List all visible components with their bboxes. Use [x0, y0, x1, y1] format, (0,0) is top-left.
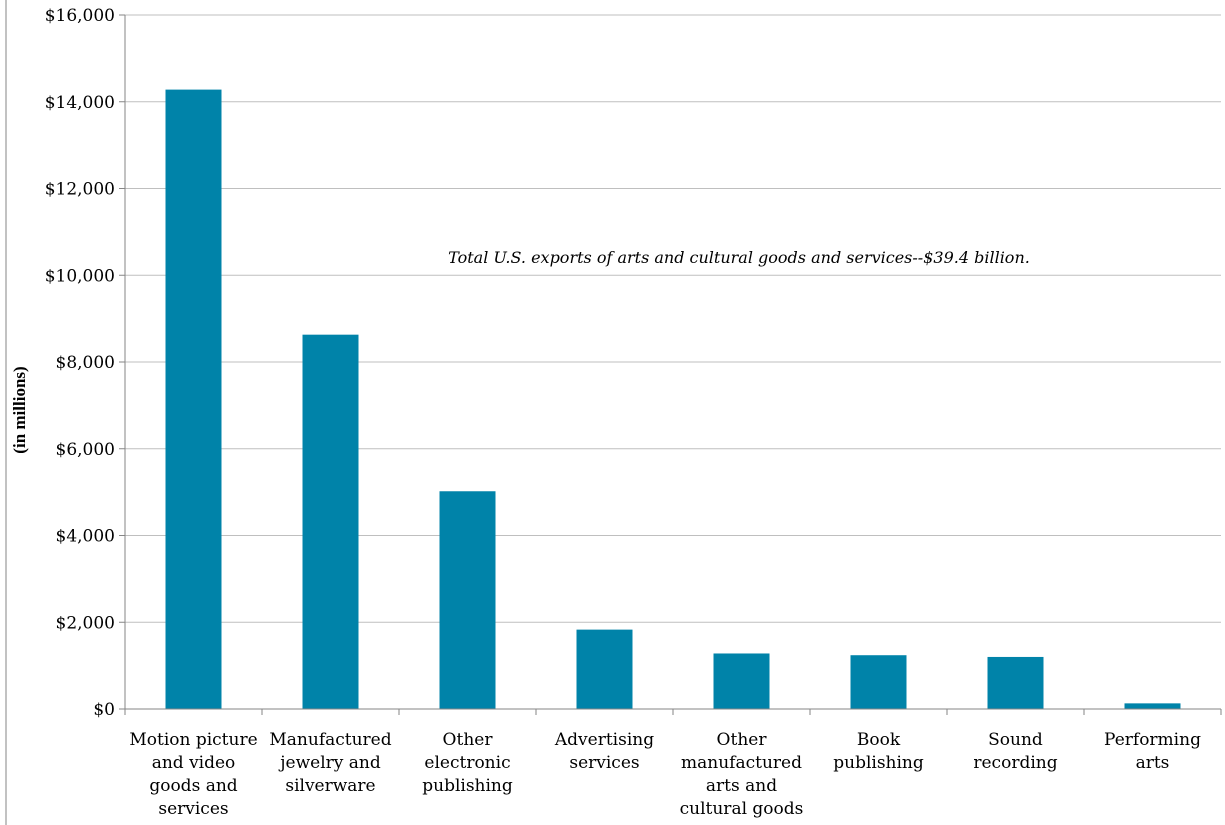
- bar: [850, 655, 907, 709]
- y-tick-label: $6,000: [56, 440, 115, 460]
- y-tick-label: $0: [93, 700, 115, 720]
- bar: [713, 653, 770, 709]
- x-category-label: Book publishing: [833, 730, 924, 773]
- x-category-label: Other electronic publishing: [422, 730, 513, 796]
- bars: [165, 89, 1181, 710]
- bar: [1124, 703, 1181, 709]
- y-tick-label: $12,000: [45, 180, 115, 200]
- y-axis-label: (in millions): [10, 366, 29, 453]
- x-category-label: Manufactured jewelry and silverware: [269, 730, 391, 796]
- bar: [165, 89, 222, 710]
- chart-annotation: Total U.S. exports of arts and cultural …: [448, 248, 1030, 267]
- axes: [119, 14, 1222, 715]
- bar: [987, 656, 1044, 709]
- bar: [576, 629, 633, 709]
- y-tick-label: $16,000: [45, 6, 115, 26]
- x-category-label: Motion picture and video goods and services: [129, 730, 257, 819]
- y-tick-labels: $0 $2,000 $4,000 $6,000 $8,000 $10,000 $12,000…: [45, 6, 115, 720]
- x-category-label: Sound recording: [973, 730, 1057, 773]
- y-tick-label: $2,000: [56, 613, 115, 633]
- y-tick-label: $10,000: [45, 266, 115, 286]
- x-category-label: Performing arts: [1104, 730, 1201, 773]
- gridlines: [125, 14, 1221, 623]
- y-tick-label: $4,000: [56, 527, 115, 547]
- x-category-label: Other manufactured arts and cultural goods: [680, 730, 804, 819]
- x-category-labels: Motion picture and video goods and services…: [129, 730, 1201, 819]
- x-category-label: Advertising services: [554, 730, 654, 773]
- y-tick-label: $14,000: [45, 93, 115, 113]
- bar: [439, 491, 496, 709]
- bar: [302, 334, 359, 709]
- y-tick-label: $8,000: [56, 353, 115, 373]
